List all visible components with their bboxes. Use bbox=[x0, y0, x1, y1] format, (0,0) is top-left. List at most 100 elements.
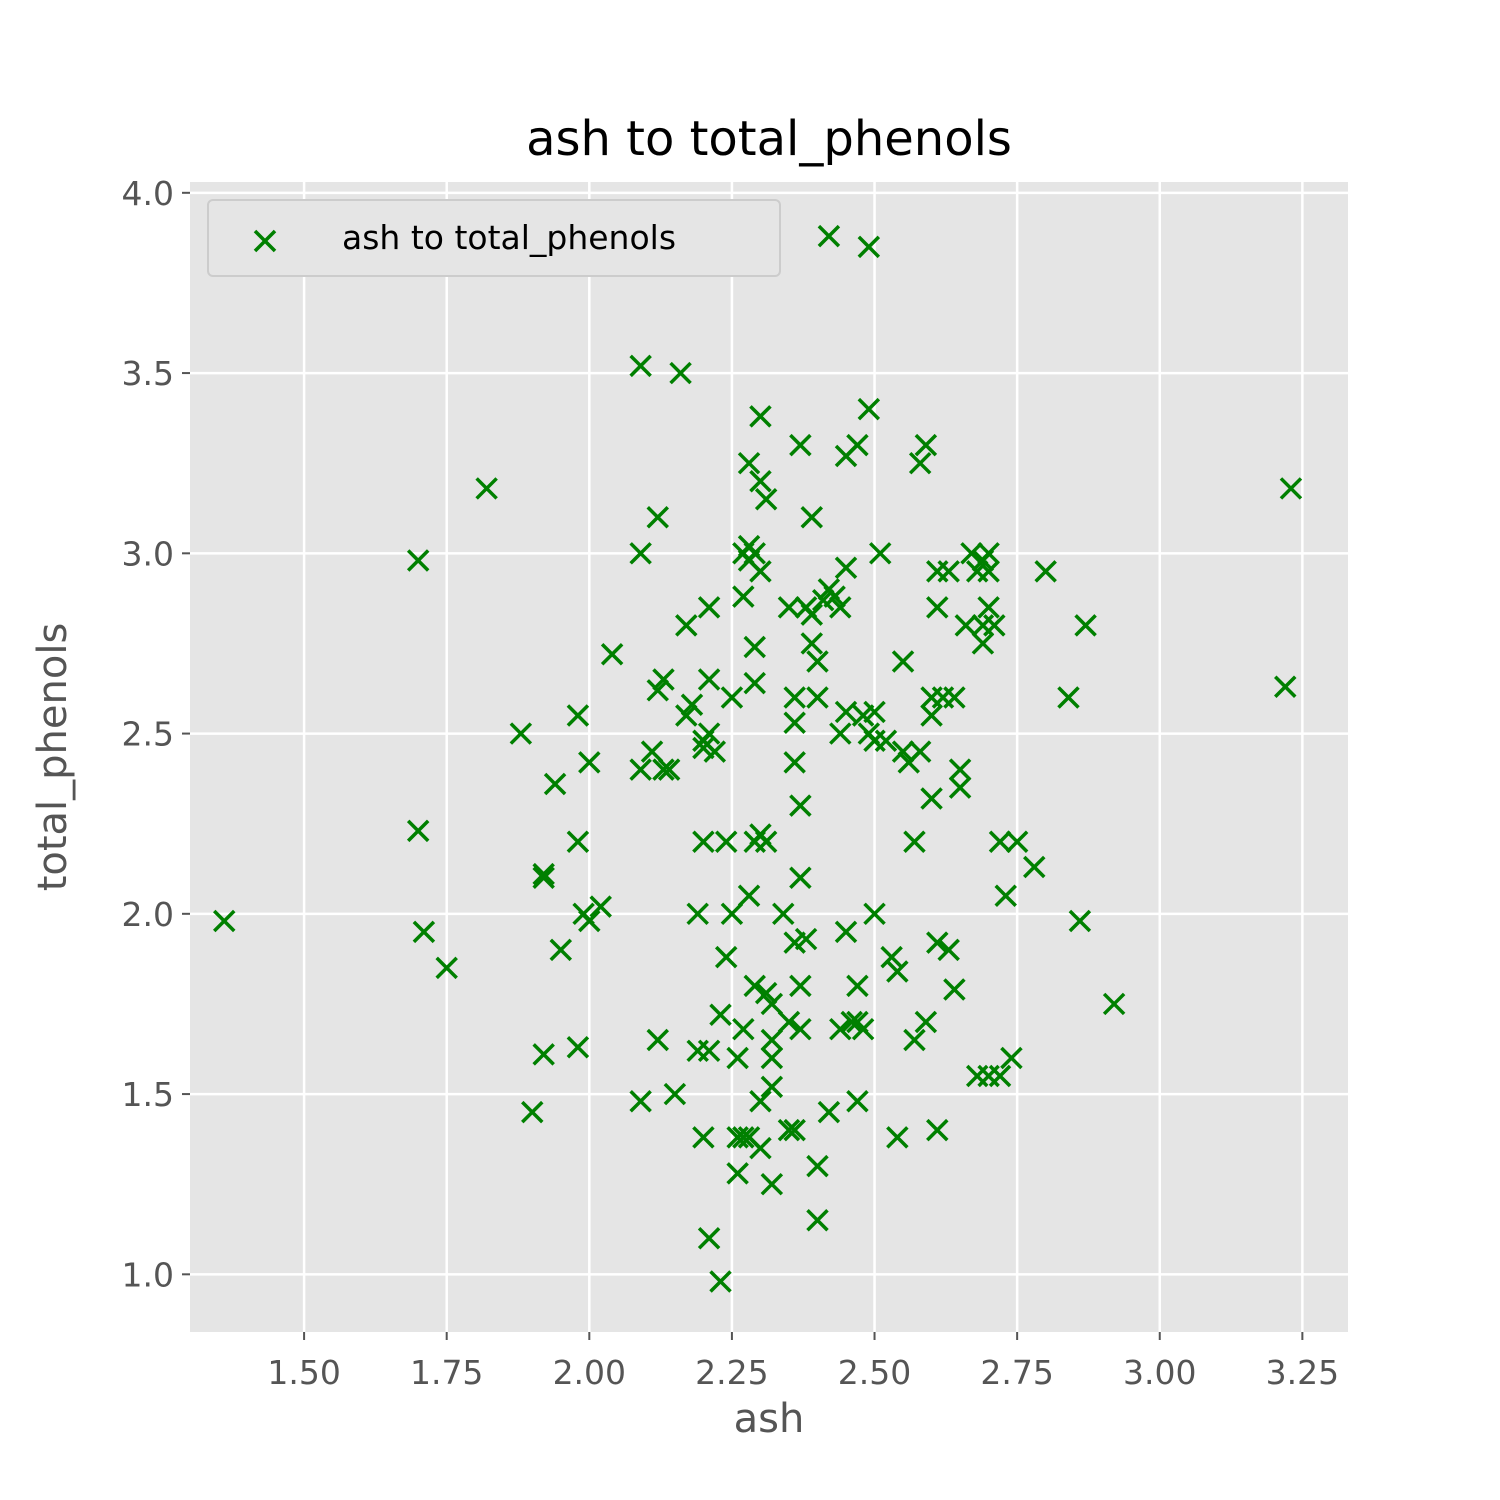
data-point bbox=[743, 635, 766, 659]
data-point bbox=[971, 632, 995, 655]
data-point bbox=[829, 1017, 852, 1041]
x-tick-label: 2.25 bbox=[695, 1353, 768, 1392]
data-point bbox=[754, 830, 778, 853]
data-point bbox=[732, 1017, 755, 1041]
x-tick-label: 1.75 bbox=[410, 1353, 483, 1392]
data-point bbox=[777, 1118, 801, 1142]
data-point bbox=[857, 235, 881, 259]
data-point bbox=[874, 729, 898, 753]
data-point bbox=[1068, 909, 1092, 933]
data-point bbox=[840, 1010, 863, 1034]
data-point bbox=[994, 884, 1017, 908]
plot-area bbox=[190, 182, 1348, 1332]
data-point bbox=[532, 866, 555, 890]
data-point bbox=[697, 668, 721, 691]
data-point bbox=[891, 650, 915, 673]
data-point bbox=[703, 740, 727, 763]
data-point bbox=[714, 830, 738, 853]
data-point bbox=[640, 740, 664, 763]
data-point bbox=[829, 722, 852, 745]
data-point bbox=[914, 1010, 938, 1034]
data-point bbox=[926, 596, 949, 619]
data-point bbox=[714, 945, 738, 969]
data-point bbox=[692, 1126, 715, 1149]
data-point bbox=[578, 909, 601, 933]
data-point bbox=[720, 686, 744, 709]
legend-label: ash to total_phenols bbox=[342, 218, 676, 257]
data-point bbox=[675, 614, 698, 637]
data-point bbox=[760, 1046, 784, 1070]
y-tick-label: 2.0 bbox=[122, 895, 174, 934]
data-point bbox=[783, 686, 806, 709]
data-point bbox=[937, 938, 960, 962]
data-point bbox=[732, 1126, 755, 1149]
data-point bbox=[1005, 830, 1029, 853]
data-point bbox=[743, 542, 766, 565]
data-point bbox=[652, 758, 675, 781]
data-point bbox=[697, 596, 721, 619]
data-point bbox=[903, 1028, 926, 1052]
data-point bbox=[760, 1028, 784, 1052]
data-point bbox=[988, 830, 1012, 853]
x-tick-label: 1.50 bbox=[267, 1353, 340, 1392]
data-point bbox=[629, 542, 652, 565]
data-point bbox=[675, 704, 698, 727]
data-point bbox=[851, 1017, 875, 1041]
data-point bbox=[920, 787, 943, 810]
data-point bbox=[863, 700, 886, 724]
data-point bbox=[806, 650, 829, 673]
data-point bbox=[983, 614, 1006, 637]
data-point bbox=[977, 560, 1000, 583]
data-point bbox=[697, 1039, 721, 1063]
data-point bbox=[549, 938, 573, 962]
data-point bbox=[697, 722, 721, 745]
data-point bbox=[937, 560, 960, 583]
data-point bbox=[1074, 614, 1097, 637]
data-point bbox=[948, 776, 972, 799]
data-point bbox=[754, 488, 778, 511]
data-point bbox=[868, 542, 892, 565]
data-point bbox=[600, 643, 624, 666]
data-point bbox=[737, 884, 761, 908]
data-point bbox=[760, 1172, 784, 1196]
data-point bbox=[680, 693, 704, 716]
data-point bbox=[806, 1209, 829, 1232]
data-point bbox=[777, 1010, 801, 1034]
data-point bbox=[720, 902, 744, 926]
data-point bbox=[652, 668, 675, 691]
data-point bbox=[988, 1064, 1012, 1088]
data-point bbox=[749, 405, 772, 428]
data-point bbox=[886, 960, 909, 983]
data-point bbox=[960, 542, 983, 565]
y-tick-label: 4.0 bbox=[122, 174, 174, 213]
data-point bbox=[977, 596, 1000, 619]
data-point bbox=[834, 556, 858, 579]
y-axis-ticks: 1.0 1.5 2.0 2.5 3.0 3.5 4.0 bbox=[122, 174, 190, 1294]
data-point bbox=[806, 1154, 829, 1178]
data-point bbox=[903, 830, 926, 853]
data-point bbox=[789, 974, 812, 998]
data-point bbox=[846, 433, 869, 457]
data-point bbox=[532, 1043, 555, 1066]
data-point bbox=[789, 866, 812, 890]
data-point bbox=[857, 397, 881, 421]
data-point bbox=[697, 1227, 721, 1250]
data-point bbox=[829, 596, 852, 619]
data-point bbox=[886, 1126, 909, 1149]
data-point bbox=[817, 224, 841, 248]
data-point bbox=[794, 927, 818, 951]
data-point bbox=[732, 585, 755, 608]
data-point bbox=[212, 909, 236, 933]
data-point bbox=[943, 686, 966, 709]
legend-marker-x-icon bbox=[253, 229, 277, 253]
data-point bbox=[908, 740, 932, 763]
data-point bbox=[406, 819, 430, 843]
data-point bbox=[435, 956, 458, 980]
data-point bbox=[726, 1162, 749, 1185]
data-point bbox=[1034, 560, 1057, 583]
data-point bbox=[743, 671, 766, 695]
data-point bbox=[663, 1082, 687, 1106]
data-point bbox=[846, 1090, 869, 1113]
x-tick-label: 3.00 bbox=[1123, 1353, 1196, 1392]
